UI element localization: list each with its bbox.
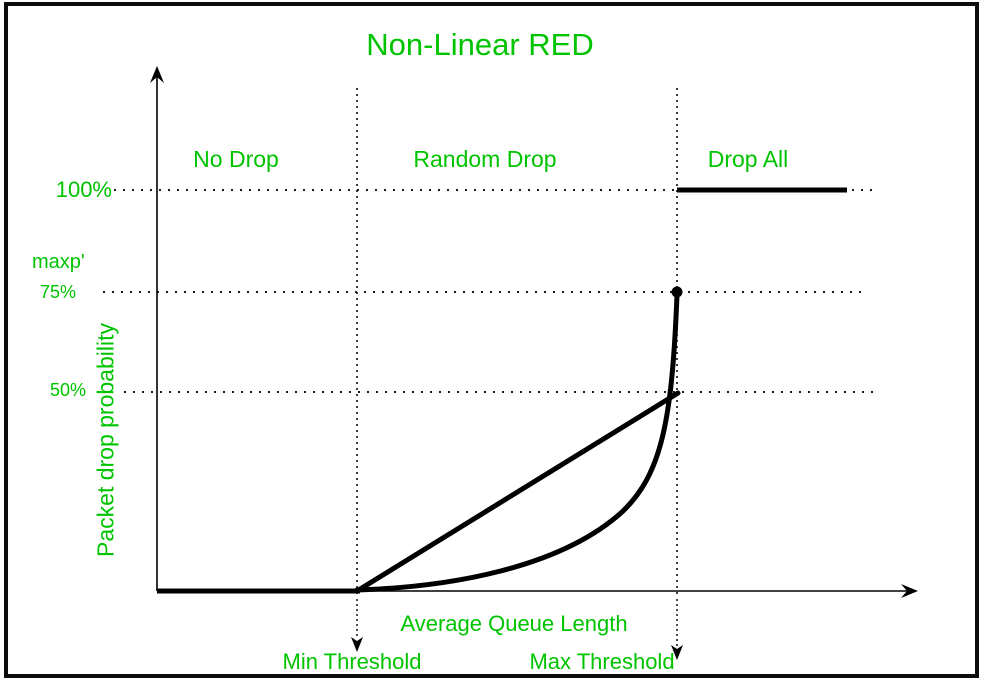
y-tick-75pct: 75% [39,282,76,302]
linear-red-line [354,390,681,594]
y-tick-50pct: 50% [49,380,86,400]
x-axis-title: Average Queue Length [400,611,628,636]
max-threshold-label: Max Threshold [529,649,675,674]
y-axis-arrowhead-icon [150,66,164,83]
y-tick-maxp: maxp' [32,251,85,273]
region-label-no-drop: No Drop [193,146,279,172]
chart-title: Non-Linear RED [366,27,594,62]
maxp-point-marker [671,286,683,298]
min-threshold-arrowhead-icon [351,637,363,652]
x-axis-arrowhead-icon [901,584,918,598]
y-tick-100pct: 100% [55,177,112,202]
region-label-drop-all: Drop All [707,146,789,172]
nonlinear-red-curve [354,292,680,593]
region-label-random-drop: Random Drop [413,146,557,172]
min-threshold-label: Min Threshold [282,649,422,674]
max-threshold-arrowhead-icon [671,645,683,660]
y-axis-title: Packet drop probability [92,323,119,557]
